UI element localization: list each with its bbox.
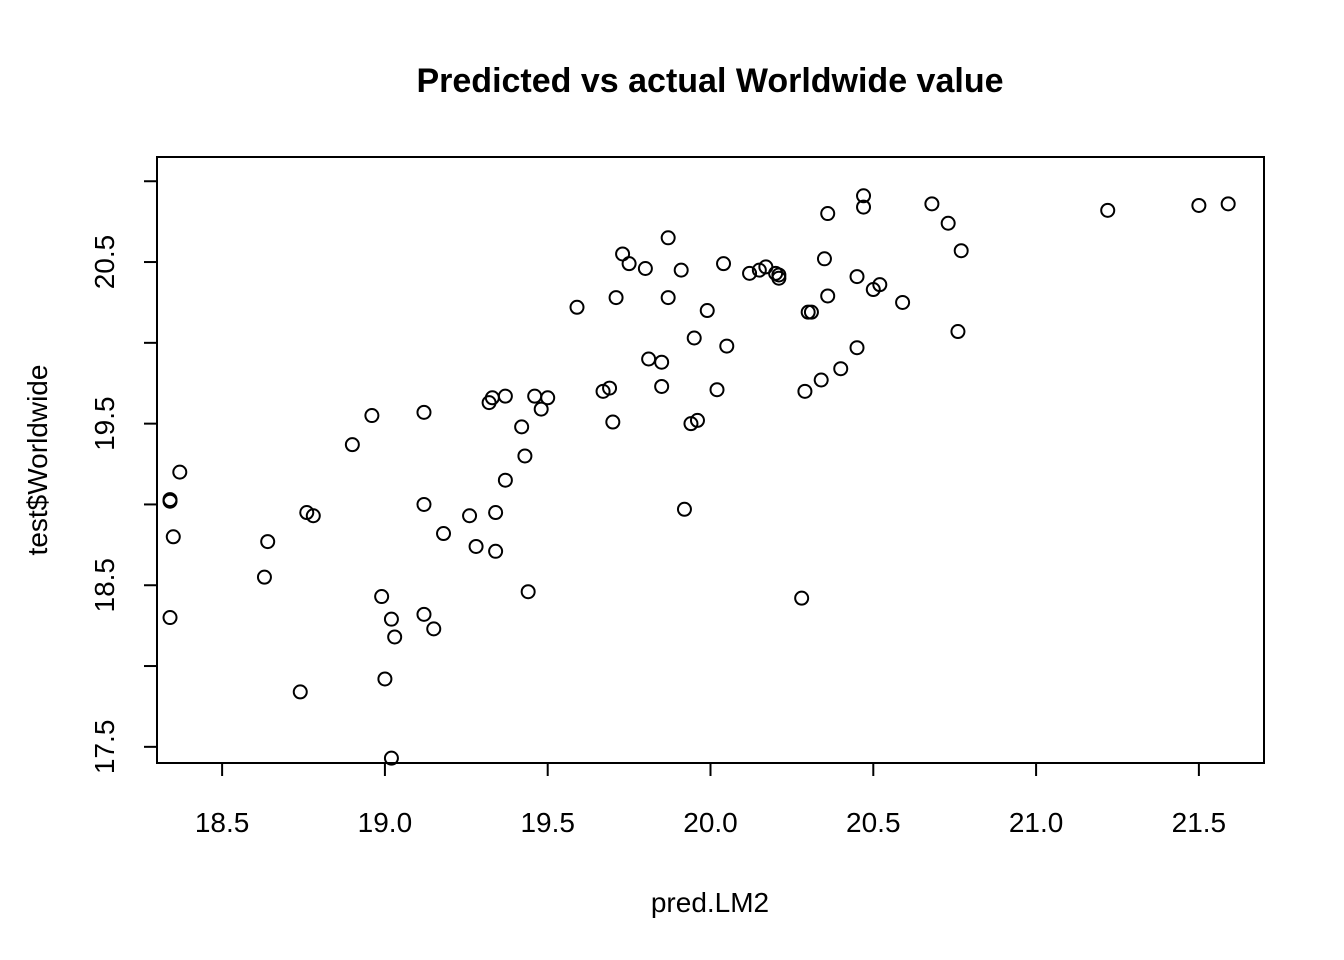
data-point	[416, 404, 432, 420]
x-tick-label: 20.0	[683, 807, 738, 838]
x-tick-label: 18.5	[195, 807, 250, 838]
data-point	[533, 401, 549, 417]
chart-title: Predicted vs actual Worldwide value	[416, 62, 1003, 100]
data-point	[660, 230, 676, 246]
data-point	[833, 361, 849, 377]
data-point	[1100, 202, 1116, 218]
data-point	[716, 256, 732, 272]
data-point	[742, 265, 758, 281]
data-point	[673, 262, 689, 278]
data-point	[872, 277, 888, 293]
data-point	[849, 340, 865, 356]
data-point	[436, 526, 452, 542]
data-point	[637, 261, 653, 277]
data-point	[497, 388, 513, 404]
data-point	[387, 629, 403, 645]
data-point	[305, 508, 321, 524]
x-axis-label: pred.LM2	[651, 887, 769, 918]
x-tick-label: 19.0	[358, 807, 413, 838]
y-axis: 17.5 18.5 19.5 20.5	[89, 180, 158, 775]
data-point	[689, 412, 705, 428]
data-point	[794, 590, 810, 606]
data-point	[719, 338, 735, 354]
data-point	[416, 606, 432, 622]
data-point	[602, 380, 618, 396]
data-point	[527, 388, 543, 404]
data-point	[383, 611, 399, 627]
data-point	[488, 505, 504, 521]
data-point	[940, 215, 956, 231]
data-point	[488, 543, 504, 559]
y-tick-label: 18.5	[89, 558, 120, 613]
x-axis: 18.5 19.0 19.5 20.0 20.5 21.0 21.5	[195, 762, 1227, 838]
data-point	[641, 351, 657, 367]
data-point	[660, 290, 676, 306]
data-point	[895, 294, 911, 310]
data-point	[260, 534, 276, 550]
data-point	[813, 372, 829, 388]
data-point	[517, 448, 533, 464]
data-point	[1191, 197, 1207, 213]
data-point	[514, 419, 530, 435]
data-point	[540, 390, 556, 406]
data-point	[162, 492, 178, 508]
data-point	[654, 378, 670, 394]
plot-frame	[156, 156, 1265, 764]
data-point	[383, 750, 399, 766]
data-point	[849, 269, 865, 285]
y-tick-label: 17.5	[89, 720, 120, 775]
x-tick-label: 21.5	[1172, 807, 1227, 838]
data-point	[165, 529, 181, 545]
data-point	[621, 256, 637, 272]
data-point	[856, 199, 872, 215]
data-point	[344, 437, 360, 453]
data-point	[256, 569, 272, 585]
data-point	[162, 610, 178, 626]
data-point	[709, 382, 725, 398]
data-point	[377, 671, 393, 687]
data-point	[520, 584, 536, 600]
data-point	[699, 303, 715, 319]
data-point	[820, 288, 836, 304]
y-tick-label: 20.5	[89, 235, 120, 290]
data-point	[468, 538, 484, 554]
data-point	[364, 408, 380, 424]
data-point	[292, 684, 308, 700]
x-tick-label: 21.0	[1009, 807, 1064, 838]
x-tick-label: 20.5	[846, 807, 901, 838]
data-point	[172, 464, 188, 480]
y-axis-label: test$Worldwide	[22, 365, 53, 556]
data-point	[797, 383, 813, 399]
data-point	[608, 290, 624, 306]
data-point	[569, 299, 585, 315]
data-point	[924, 196, 940, 212]
data-point	[426, 621, 442, 637]
data-point	[1220, 196, 1236, 212]
data-point	[771, 267, 787, 283]
x-tick-label: 19.5	[520, 807, 575, 838]
data-point	[686, 330, 702, 346]
data-point	[816, 251, 832, 267]
data-point	[416, 496, 432, 512]
data-point	[856, 188, 872, 204]
data-point	[950, 324, 966, 340]
data-point	[654, 354, 670, 370]
data-point	[497, 472, 513, 488]
data-point	[953, 243, 969, 259]
data-point	[803, 304, 819, 320]
data-point	[605, 414, 621, 430]
y-tick-label: 19.5	[89, 396, 120, 451]
data-points	[162, 188, 1236, 766]
data-point	[820, 206, 836, 222]
data-point	[462, 508, 478, 524]
data-point	[374, 589, 390, 605]
data-point	[676, 501, 692, 517]
